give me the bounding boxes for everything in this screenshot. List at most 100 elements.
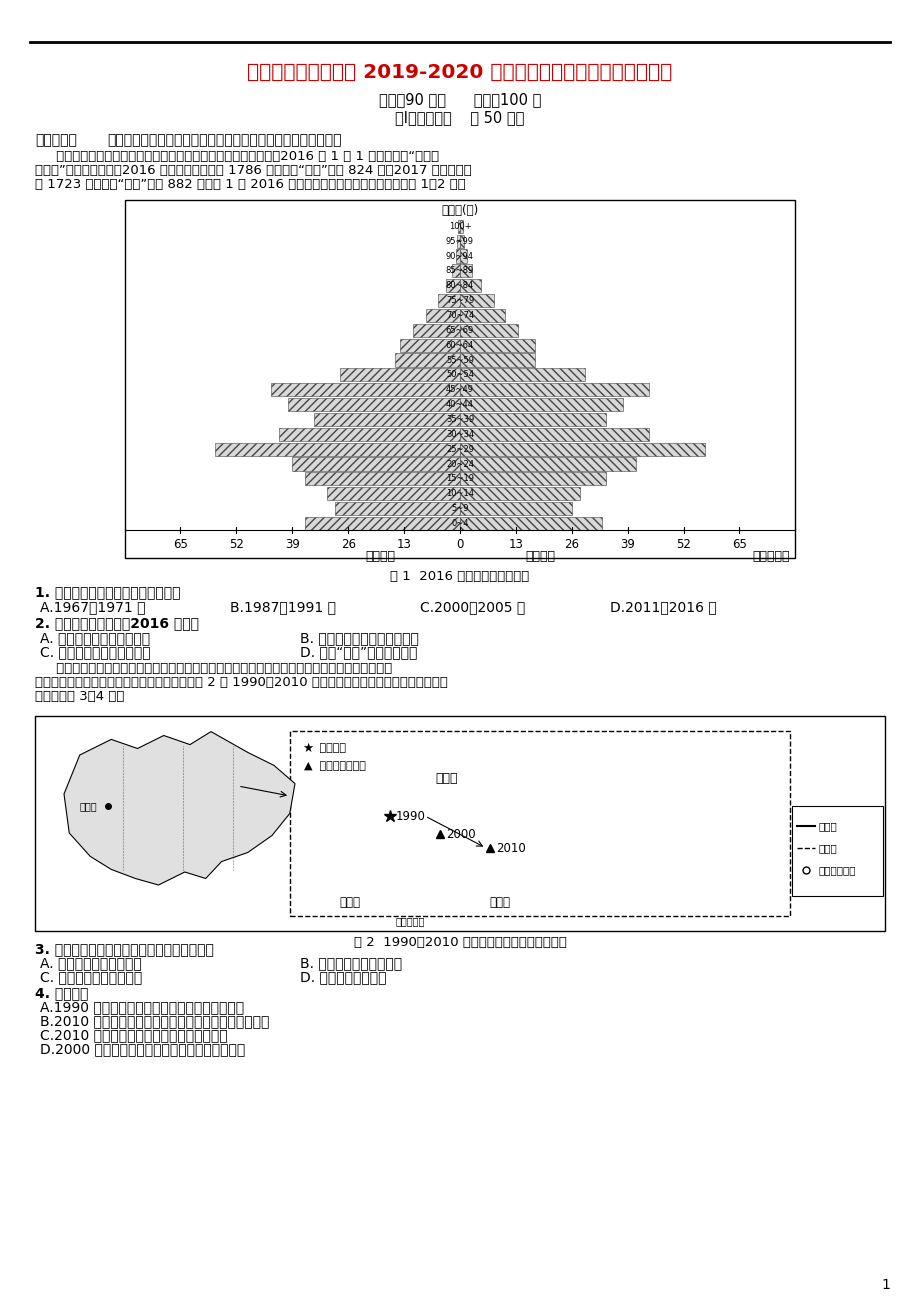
Bar [335,503,460,516]
Text: 90~94: 90~94 [446,251,473,260]
Bar [305,517,460,530]
Text: C. 由东南向西北方向移动: C. 由东南向西北方向移动 [40,970,142,984]
Bar [460,398,623,411]
Text: 1: 1 [880,1279,889,1292]
Text: 地区界: 地区界 [818,842,837,853]
Text: 15~19: 15~19 [446,474,473,483]
Text: 安徽省太和第一中学 2019-2020 学年高一地理下学期期末考试试题: 安徽省太和第一中学 2019-2020 学年高一地理下学期期末考试试题 [247,62,672,82]
Text: 65~69: 65~69 [446,326,473,335]
Bar [395,354,460,367]
Bar [426,309,460,322]
Bar [35,716,884,931]
Text: 长春市郊区: 长春市郊区 [395,917,425,926]
Bar [289,730,789,917]
Bar [460,487,580,500]
Text: 95~99: 95~99 [446,237,473,246]
Text: 52: 52 [675,538,690,551]
Bar [326,487,460,500]
Text: 2010: 2010 [495,841,525,854]
Text: 26: 26 [340,538,356,551]
Text: 据此，完成 3～4 题。: 据此，完成 3～4 题。 [35,690,124,703]
Text: 年龄段(岁): 年龄段(岁) [441,203,478,216]
Bar [460,368,584,381]
Bar [313,413,460,426]
Text: 65: 65 [173,538,187,551]
Text: C.2000～2005 年: C.2000～2005 年 [420,600,525,615]
Text: 长春市: 长春市 [80,801,97,811]
Text: 80~84: 80~84 [446,281,473,290]
Text: 25~29: 25~29 [446,445,473,453]
Bar [452,264,460,277]
Text: 55~59: 55~59 [446,355,473,365]
Text: 13: 13 [396,538,411,551]
Bar [460,309,505,322]
Text: C.2010 年，吉林省各县、市人口老龄化均衡: C.2010 年，吉林省各县、市人口老龄化均衡 [40,1029,227,1042]
Text: 65: 65 [732,538,746,551]
Bar [460,383,649,396]
Text: A. 由中部向东南方向移动: A. 由中部向东南方向移动 [40,956,142,970]
Bar [460,250,466,263]
Text: 0~4: 0~4 [450,519,469,529]
Bar [460,457,636,470]
Text: 30~34: 30~34 [446,430,473,439]
Text: 20~24: 20~24 [446,460,473,469]
Text: 磐石市: 磐石市 [339,897,360,910]
Polygon shape [64,732,295,885]
Text: 婴儿潮是指在某一时期及特定地区，出生率大幅度提升的现象。2016 年 1 月 1 日起，我国“全面放: 婴儿潮是指在某一时期及特定地区，出生率大幅度提升的现象。2016 年 1 月 1… [35,150,438,163]
Bar [460,473,606,486]
Text: A.1990 年，吉林省各县、市人口老龄化差异明显: A.1990 年，吉林省各县、市人口老龄化差异明显 [40,1000,244,1014]
Bar [460,443,704,456]
Bar [288,398,460,411]
Bar [446,279,460,292]
Bar [460,428,649,441]
Text: 40~44: 40~44 [446,400,473,409]
Text: 男性人口: 男性人口 [365,549,394,562]
Text: 0: 0 [456,538,463,551]
Bar [460,339,535,352]
Text: 35~39: 35~39 [446,415,473,424]
Text: 第I卷（选择题    共 50 分）: 第I卷（选择题 共 50 分） [395,111,524,125]
Text: D. 全面“二孩”政策效应显现: D. 全面“二孩”政策效应显现 [300,644,417,659]
Text: 52: 52 [229,538,244,551]
Bar [460,234,464,247]
Bar [125,201,794,559]
Text: 1990: 1990 [395,810,425,823]
Bar [460,354,535,367]
Text: B. 由西南向东北方向移动: B. 由西南向东北方向移动 [300,956,402,970]
Bar [305,473,460,486]
Text: 省级界: 省级界 [818,822,837,831]
Text: B.2010 年，吉林省东南部各县、市劳动人口迁出量较大: B.2010 年，吉林省东南部各县、市劳动人口迁出量较大 [40,1014,269,1029]
Text: ▲: ▲ [303,760,312,771]
Text: 单位：百万: 单位：百万 [752,549,789,562]
Text: 1. 最近一次婴儿潮出现的大致时间是: 1. 最近一次婴儿潮出现的大致时间是 [35,585,180,599]
Text: 5~9: 5~9 [450,504,469,513]
Bar [270,383,460,396]
Text: 心的对比，测定该区域人口分布的均衡状况。图 2 为 1990～2010 年吉林省人口老龄化重心迁移示意图。: 心的对比，测定该区域人口分布的均衡状况。图 2 为 1990～2010 年吉林省… [35,676,448,689]
Bar [460,220,462,233]
Text: 图 2  1990～2010 年吉林省人口老龄化重心迁移: 图 2 1990～2010 年吉林省人口老龄化重心迁移 [353,936,566,949]
Text: C. 年轻人婚后生育意愿上升: C. 年轻人婚后生育意愿上升 [40,644,151,659]
Text: 60~64: 60~64 [446,341,473,350]
Text: 85~89: 85~89 [446,267,473,276]
Bar [460,503,572,516]
Text: 省级行政中心: 省级行政中心 [818,865,856,875]
Text: 3. 图中吉林省人口老龄化重心空间演变趋势是: 3. 图中吉林省人口老龄化重心空间演变趋势是 [35,943,213,956]
Bar [457,234,460,247]
Text: 45~49: 45~49 [446,385,473,395]
Bar [460,294,493,307]
Text: 水吉县: 水吉县 [435,772,457,785]
Text: 75~79: 75~79 [446,296,473,305]
Bar [215,443,460,456]
Text: 39: 39 [285,538,300,551]
Bar [460,517,601,530]
Text: 开二孩”政策正式实施。2016 年我国新出生婴儿 1786 万，其中“二孩”婴儿 824 万；2017 年新出生婴: 开二孩”政策正式实施。2016 年我国新出生婴儿 1786 万，其中“二孩”婴儿… [35,164,471,177]
Bar [437,294,460,307]
Bar [339,368,460,381]
Text: 图 1  2016 年中国人口年龄结构: 图 1 2016 年中国人口年龄结构 [390,569,529,582]
Text: （在每小题给出的四个选项中，只有一项是符合题目要求的。）: （在每小题给出的四个选项中，只有一项是符合题目要求的。） [107,133,341,147]
Bar [460,324,517,337]
Bar [791,806,882,896]
Bar [458,220,460,233]
Bar [292,457,460,470]
Text: 老年人系数重心可以用来表示一个地区人口老龄化的空间分布及其发展态势，通过与区域几何中: 老年人系数重心可以用来表示一个地区人口老龄化的空间分布及其发展态势，通过与区域几… [35,661,391,674]
